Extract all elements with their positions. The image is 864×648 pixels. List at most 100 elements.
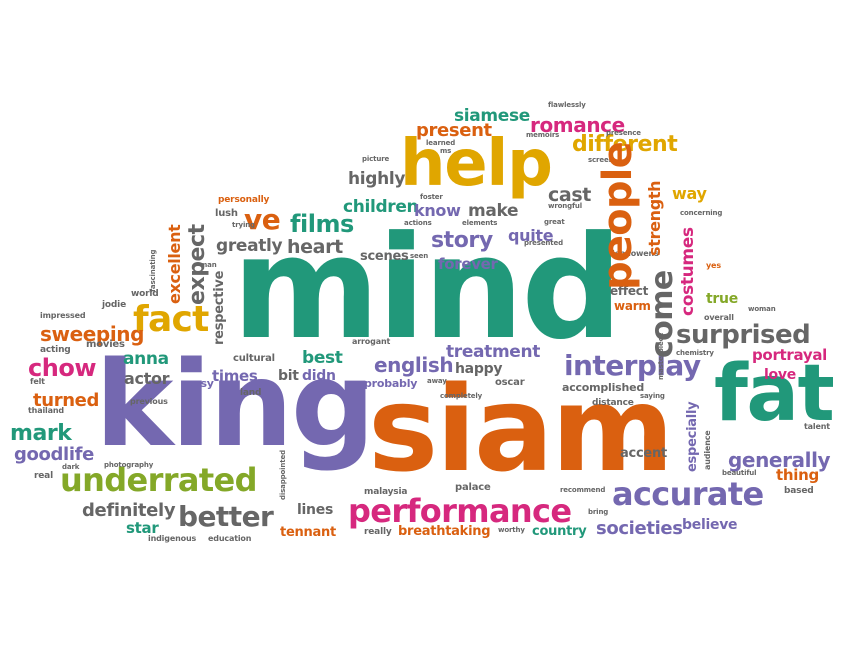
- word-arrogant: arrogant: [352, 337, 391, 346]
- word-tennant: tennant: [280, 525, 336, 540]
- word-accent: accent: [620, 446, 667, 461]
- word-malaysia: malaysia: [364, 487, 408, 497]
- word-scenes: scenes: [360, 249, 409, 264]
- word-fat: fat: [714, 349, 835, 439]
- word-performance: performance: [348, 492, 572, 530]
- word-picture: picture: [362, 155, 390, 163]
- word-goodlife: goodlife: [14, 444, 95, 465]
- word-yes: yes: [706, 261, 721, 270]
- word-films: films: [290, 210, 354, 238]
- word-worthy: worthy: [498, 526, 525, 534]
- word-country: country: [532, 524, 587, 539]
- word-story: story: [431, 228, 493, 253]
- word-come: come: [645, 270, 680, 358]
- word-believe: believe: [682, 517, 738, 533]
- word-turned: turned: [33, 390, 100, 411]
- word-forever: forever: [438, 255, 498, 273]
- word-underrated: underrated: [60, 461, 257, 499]
- word-ms: ms: [440, 147, 452, 155]
- word-based: based: [784, 486, 814, 496]
- word-movies: movies: [86, 339, 125, 350]
- word-romance: romance: [530, 113, 625, 137]
- word-costumes: costumes: [678, 227, 698, 316]
- word-star: star: [126, 519, 159, 537]
- word-cast: cast: [548, 184, 591, 206]
- word-dark: dark: [62, 463, 80, 471]
- word-chemistry: chemistry: [676, 349, 714, 357]
- word-respective: respective: [212, 270, 227, 345]
- word-treatment: treatment: [446, 342, 541, 362]
- word-seen: seen: [410, 252, 429, 260]
- word-man: man: [200, 261, 217, 269]
- word-flawlessly: flawlessly: [548, 101, 586, 109]
- word-highly: highly: [348, 169, 406, 189]
- word-really: really: [364, 527, 392, 537]
- word-way: way: [672, 184, 707, 203]
- word-screen: screen: [588, 156, 614, 164]
- word-felt: felt: [30, 377, 45, 386]
- word-expect: expect: [185, 224, 210, 305]
- word-leonowens: leonowens: [612, 249, 659, 258]
- word-different: different: [572, 132, 678, 157]
- word-oscar: oscar: [495, 377, 525, 388]
- word-lush: lush: [215, 208, 238, 219]
- word-especially: especially: [685, 401, 700, 472]
- word-better: better: [178, 500, 274, 533]
- word-mind: mind: [232, 206, 623, 371]
- word-lines: lines: [297, 502, 333, 518]
- word-mark: mark: [10, 421, 72, 446]
- word-thing: thing: [776, 466, 819, 484]
- word-know: know: [414, 201, 461, 220]
- word-distance: distance: [592, 398, 634, 408]
- word-elements: elements: [462, 219, 498, 227]
- word-overall: overall: [704, 313, 734, 322]
- word-accurate: accurate: [612, 475, 764, 513]
- word-completely: completely: [440, 392, 483, 400]
- word-definitely: definitely: [82, 500, 176, 521]
- word-great: great: [544, 218, 565, 226]
- word-portrayal: portrayal: [752, 346, 828, 364]
- word-present: present: [416, 120, 492, 141]
- word-best: best: [302, 348, 343, 368]
- word-beautiful: beautiful: [722, 469, 757, 477]
- word-bring: bring: [588, 508, 609, 516]
- word-sweeping: sweeping: [40, 322, 145, 346]
- word-fact: fact: [133, 299, 209, 340]
- word-acting: acting: [40, 345, 71, 355]
- word-generally: generally: [728, 448, 831, 472]
- word-breathtaking: breathtaking: [398, 524, 491, 539]
- word-true: true: [706, 291, 738, 307]
- word-learned: learned: [426, 139, 456, 147]
- word-anna: anna: [123, 349, 169, 369]
- word-woman: woman: [748, 305, 776, 313]
- word-warm: warm: [614, 299, 651, 313]
- word-greatly: greatly: [216, 236, 283, 256]
- word-actor: actor: [124, 369, 170, 388]
- word-talent: talent: [804, 422, 830, 431]
- word-presence: presence: [606, 129, 641, 137]
- word-surprised: surprised: [676, 320, 811, 350]
- word-excellent: excellent: [165, 224, 184, 305]
- word-fascinating: fascinating: [149, 249, 157, 292]
- word-audience: audience: [703, 430, 712, 470]
- word-education: education: [208, 534, 252, 543]
- word-presented: presented: [524, 239, 563, 247]
- word-saying: saying: [640, 392, 665, 400]
- word-impressed: impressed: [40, 311, 86, 320]
- word-easy: easy: [186, 377, 214, 390]
- word-bit: bit: [278, 368, 299, 384]
- word-thailand: thailand: [28, 406, 64, 415]
- word-foster: foster: [420, 193, 443, 201]
- word-recommend: recommend: [560, 486, 606, 494]
- word-quite: quite: [508, 226, 554, 245]
- word-siam: siam: [368, 360, 674, 498]
- word-accomplished: accomplished: [562, 381, 644, 394]
- word-chow: chow: [28, 354, 97, 382]
- word-cultural: cultural: [233, 353, 275, 364]
- word-didn: didn: [302, 368, 336, 384]
- word-strength: strength: [645, 180, 664, 256]
- word-probably: probably: [364, 377, 418, 390]
- word-palace: palace: [455, 482, 491, 493]
- word-memoirs: memoirs: [526, 131, 560, 139]
